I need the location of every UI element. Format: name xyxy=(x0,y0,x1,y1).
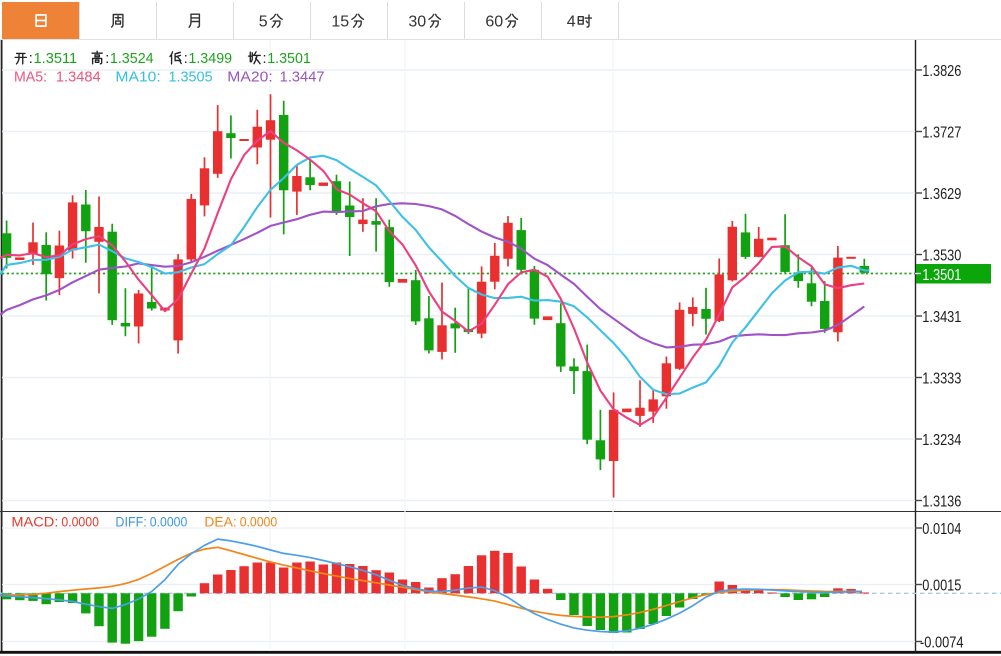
svg-text:4: 4 xyxy=(567,14,576,31)
svg-text:1.3826: 1.3826 xyxy=(922,63,961,80)
svg-text:1.3530: 1.3530 xyxy=(922,247,961,264)
svg-text:DIFF:: DIFF: xyxy=(115,515,146,530)
svg-text:-0.0074: -0.0074 xyxy=(920,634,964,651)
svg-text:MA5:: MA5: xyxy=(14,70,47,86)
svg-text:0.0000: 0.0000 xyxy=(240,515,278,530)
svg-text:5: 5 xyxy=(259,14,268,31)
svg-text:1.3511: 1.3511 xyxy=(34,51,78,67)
svg-text::: : xyxy=(29,51,33,67)
svg-text:0.0000: 0.0000 xyxy=(150,515,188,530)
svg-text:MA20:: MA20: xyxy=(227,70,272,86)
svg-text:1.3333: 1.3333 xyxy=(922,370,961,387)
svg-text:15: 15 xyxy=(331,14,349,31)
svg-text:1.3499: 1.3499 xyxy=(188,51,232,67)
svg-text::: : xyxy=(184,51,188,67)
svg-text:1.3447: 1.3447 xyxy=(280,70,325,86)
svg-text:1.3431: 1.3431 xyxy=(922,309,961,326)
svg-text:1.3501: 1.3501 xyxy=(267,51,311,67)
svg-text::: : xyxy=(105,51,109,67)
svg-text:1.3629: 1.3629 xyxy=(922,186,961,203)
svg-text:MACD:: MACD: xyxy=(11,515,58,530)
svg-text:1.3727: 1.3727 xyxy=(922,124,961,141)
svg-text:0.0104: 0.0104 xyxy=(922,521,961,538)
svg-text:1.3234: 1.3234 xyxy=(922,432,961,449)
svg-text:1.3484: 1.3484 xyxy=(56,70,101,86)
svg-text:1.3524: 1.3524 xyxy=(110,51,154,67)
svg-text::: : xyxy=(263,51,267,67)
svg-text:1.3505: 1.3505 xyxy=(169,70,213,86)
svg-text:1.3501: 1.3501 xyxy=(922,267,961,284)
svg-text:0.0000: 0.0000 xyxy=(61,515,99,530)
svg-text:60: 60 xyxy=(485,14,503,31)
svg-text:0.0015: 0.0015 xyxy=(922,577,961,594)
svg-text:1.3136: 1.3136 xyxy=(922,493,961,510)
svg-text:DEA:: DEA: xyxy=(204,515,236,530)
svg-text:30: 30 xyxy=(408,14,426,31)
svg-text:MA10:: MA10: xyxy=(115,70,160,86)
